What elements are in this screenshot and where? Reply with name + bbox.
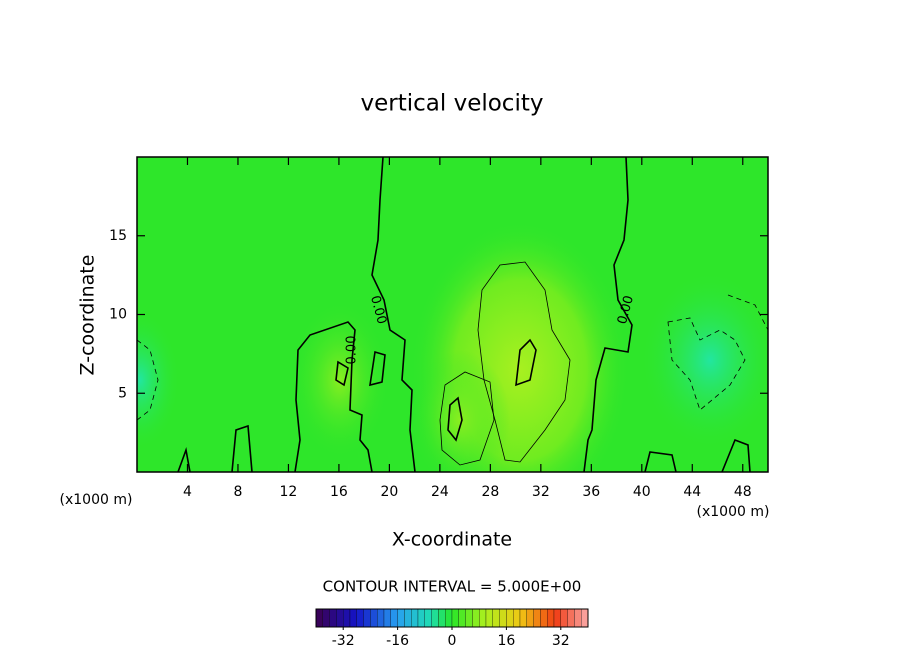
field-blob [290,300,390,460]
colorbar-cell [540,608,548,628]
contour-line [137,339,159,421]
colorbar-cell [404,608,412,628]
colorbar-cell [451,608,459,628]
colorbar-cell [553,608,561,628]
x-tick-label: 20 [380,484,398,500]
x-axis-label: X-coordinate [392,529,512,551]
colorbar-cell [465,608,473,628]
colorbar-cell [547,608,555,628]
colorbar-cell [567,608,575,628]
colorbar-cell [417,608,425,628]
x-unit-label: (x1000 m) [60,492,133,508]
colorbar-cell [526,608,534,628]
contour-line [667,317,746,411]
colorbar-cell [458,608,466,628]
contour-label: 0.00 [367,294,389,326]
x-tick-label: 40 [633,484,651,500]
colorbar-tick-label: -32 [332,633,355,649]
colorbar-cell [411,608,419,628]
colorbar-cell [574,608,582,628]
colorbar-tick-label: -16 [386,633,409,649]
contour-line [727,294,768,331]
y-tick-label: 15 [109,228,127,244]
x-tick-label: 28 [481,484,499,500]
colorbar-cell [329,608,337,628]
colorbar-cell [363,608,371,628]
colorbar-cell [479,608,487,628]
colorbar-cell [397,608,405,628]
colorbar-cell [485,608,493,628]
x-unit-label: (x1000 m) [697,504,770,520]
contour-line [477,261,571,463]
y-axis-label: Z-coordinate [77,255,99,376]
chart-title: vertical velocity [361,91,544,117]
negative-contours [137,294,768,421]
x-tick-label: 12 [280,484,298,500]
field-blob [640,270,768,450]
colorbar-cell [315,608,323,628]
colorbar-cell [438,608,446,628]
colorbar-cell [343,608,351,628]
colorbar: -32 -16 0 16 32 [315,608,589,649]
x-tick-label: 4 [183,484,192,500]
colorbar-tick-label: 32 [552,633,570,649]
x-tick-label: 8 [233,484,242,500]
colorbar-cell [370,608,378,628]
x-tick-label: 16 [330,484,348,500]
colorbar-cell [424,608,432,628]
contour-line [371,157,416,472]
contour-line [439,371,495,466]
colorbar-tick-label: 0 [448,633,457,649]
x-tick-label: 36 [582,484,600,500]
field-blob [137,310,180,450]
colorbar-cell [533,608,541,628]
colorbar-cell [356,608,364,628]
x-tick-label: 48 [734,484,752,500]
colorbar-tick-label: 16 [497,633,515,649]
colorbar-cell [377,608,385,628]
colorbar-cell [445,608,453,628]
colorbar-cell [581,608,589,628]
x-tick-label: 24 [431,484,449,500]
positive-contours [439,261,571,466]
y-tick-label: 5 [118,385,127,401]
zero-contours [177,157,751,472]
colorbar-cell [349,608,357,628]
contour-interval: CONTOUR INTERVAL = 5.000E+00 [323,578,582,596]
field [137,157,768,472]
colorbar-cell [383,608,391,628]
colorbar-cell [322,608,330,628]
x-tick-label: 44 [683,484,701,500]
x-tick-label: 32 [532,484,550,500]
colorbar-cell [519,608,527,628]
colorbar-cell [472,608,480,628]
contour-line [294,321,373,472]
colorbar-cell [336,608,344,628]
colorbar-cell [390,608,398,628]
contour-label: 0.00 [615,294,637,326]
colorbar-cell [492,608,500,628]
colorbar-cell [560,608,568,628]
contour-line [177,424,751,472]
colorbar-cell [506,608,514,628]
colorbar-cell [499,608,507,628]
colorbar-cell [513,608,521,628]
contour-line [335,338,537,442]
colorbar-cell [431,608,439,628]
y-tick-label: 10 [109,307,127,323]
contour-label: 0.00 [345,336,360,365]
contour-line [583,157,633,472]
